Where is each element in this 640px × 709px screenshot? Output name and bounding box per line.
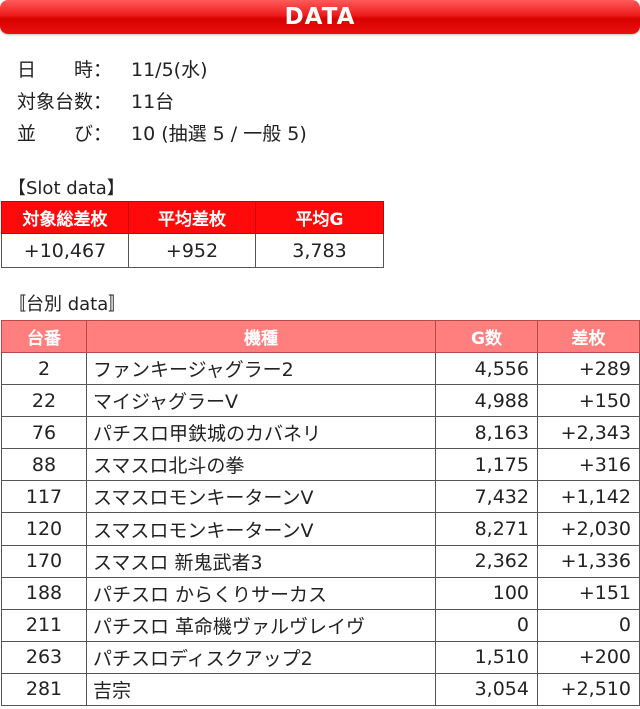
machine-name-cell: パチスロ甲鉄城のカバネリ	[86, 416, 436, 450]
machine-table: 台番 機種 G数 差枚 2 ファンキージャグラー2 4,556 +289 22 マイジャグ…	[1, 320, 640, 707]
diff-cell: +2,510	[537, 672, 640, 707]
machine-number-cell: 263	[1, 640, 87, 674]
table-row: 22 マイジャグラーV 4,988 +150	[1, 384, 640, 418]
games-cell: 8,163	[435, 416, 538, 450]
table-row: 2 ファンキージャグラー2 4,556 +289	[1, 351, 640, 386]
slot-value-row: +10,467 +952 3,783	[1, 233, 384, 268]
machine-number-cell: 22	[1, 384, 87, 418]
info-row-count: 対象台数： 11台	[17, 84, 307, 116]
slot-value-cell: 3,783	[255, 233, 384, 268]
games-cell: 7,432	[435, 480, 538, 514]
info-row-queue: 並 び： 10 (抽選 5 / 一般 5)	[17, 116, 307, 148]
machine-header-cell: 差枚	[537, 320, 640, 353]
info-label: 日 時：	[17, 58, 113, 81]
slot-header-cell: 対象総差枚	[1, 201, 129, 234]
games-cell: 1,510	[435, 640, 538, 674]
machine-header-cell: 機種	[86, 320, 436, 353]
machine-number-cell: 117	[1, 480, 87, 514]
machine-section-title: 〚台別 data〛	[8, 294, 127, 315]
slot-value-cell: +952	[128, 233, 256, 268]
games-cell: 8,271	[435, 512, 538, 546]
machine-name-cell: パチスロ からくりサーカス	[86, 576, 436, 610]
games-cell: 3,054	[435, 672, 538, 707]
games-cell: 4,556	[435, 351, 538, 386]
diff-cell: +289	[537, 351, 640, 386]
machine-name-cell: ファンキージャグラー2	[86, 351, 436, 386]
machine-number-cell: 211	[1, 608, 87, 642]
info-row-date: 日 時： 11/5(水)	[17, 52, 307, 84]
diff-cell: +2,030	[537, 512, 640, 546]
table-row: 120 スマスロモンキーターンV 8,271 +2,030	[1, 512, 640, 546]
machine-name-cell: マイジャグラーV	[86, 384, 436, 418]
machine-number-cell: 76	[1, 416, 87, 450]
table-row: 170 スマスロ 新鬼武者3 2,362 +1,336	[1, 544, 640, 578]
diff-cell: +200	[537, 640, 640, 674]
diff-cell: +1,142	[537, 480, 640, 514]
machine-number-cell: 2	[1, 351, 87, 386]
info-value: 10 (抽選 5 / 一般 5)	[131, 122, 307, 145]
info-block: 日 時： 11/5(水) 対象台数： 11台 並 び： 10 (抽選 5 / 一…	[17, 52, 307, 148]
machine-name-cell: パチスロディスクアップ2	[86, 640, 436, 674]
machine-number-cell: 120	[1, 512, 87, 546]
table-row: 263 パチスロディスクアップ2 1,510 +200	[1, 640, 640, 674]
table-row: 188 パチスロ からくりサーカス 100 +151	[1, 576, 640, 610]
slot-summary-table: 対象総差枚 平均差枚 平均G +10,467 +952 3,783	[1, 201, 384, 268]
machine-name-cell: スマスロモンキーターンV	[86, 480, 436, 514]
info-value: 11台	[131, 90, 175, 113]
slot-section-title: 【Slot data】	[8, 178, 125, 199]
machine-number-cell: 88	[1, 448, 87, 482]
games-cell: 100	[435, 576, 538, 610]
slot-value-cell: +10,467	[1, 233, 129, 268]
machine-number-cell: 170	[1, 544, 87, 578]
info-label: 並 び：	[17, 122, 113, 145]
diff-cell: +151	[537, 576, 640, 610]
table-row: 117 スマスロモンキーターンV 7,432 +1,142	[1, 480, 640, 514]
diff-cell: +150	[537, 384, 640, 418]
slot-header-cell: 平均G	[255, 201, 384, 234]
machine-rows: 2 ファンキージャグラー2 4,556 +289 22 マイジャグラーV 4,988 +150…	[1, 351, 640, 707]
data-banner: DATA	[0, 0, 640, 34]
table-row: 88 スマスロ北斗の拳 1,175 +316	[1, 448, 640, 482]
machine-number-cell: 281	[1, 672, 87, 707]
machine-name-cell: パチスロ 革命機ヴァルヴレイヴ	[86, 608, 436, 642]
table-row: 76 パチスロ甲鉄城のカバネリ 8,163 +2,343	[1, 416, 640, 450]
diff-cell: +1,336	[537, 544, 640, 578]
machine-header-cell: G数	[435, 320, 538, 353]
machine-header-row: 台番 機種 G数 差枚	[1, 320, 640, 353]
machine-number-cell: 188	[1, 576, 87, 610]
slot-header-cell: 平均差枚	[128, 201, 256, 234]
diff-cell: +316	[537, 448, 640, 482]
games-cell: 4,988	[435, 384, 538, 418]
machine-name-cell: スマスロモンキーターンV	[86, 512, 436, 546]
machine-name-cell: スマスロ北斗の拳	[86, 448, 436, 482]
info-value: 11/5(水)	[131, 58, 208, 81]
slot-header-row: 対象総差枚 平均差枚 平均G	[1, 201, 384, 234]
table-row: 281 吉宗 3,054 +2,510	[1, 672, 640, 707]
machine-name-cell: 吉宗	[86, 672, 436, 707]
table-row: 211 パチスロ 革命機ヴァルヴレイヴ 0 0	[1, 608, 640, 642]
machine-name-cell: スマスロ 新鬼武者3	[86, 544, 436, 578]
games-cell: 2,362	[435, 544, 538, 578]
info-label: 対象台数：	[17, 90, 113, 113]
machine-header-cell: 台番	[1, 320, 87, 353]
diff-cell: +2,343	[537, 416, 640, 450]
games-cell: 0	[435, 608, 538, 642]
games-cell: 1,175	[435, 448, 538, 482]
banner-title: DATA	[284, 4, 356, 30]
diff-cell: 0	[537, 608, 640, 642]
